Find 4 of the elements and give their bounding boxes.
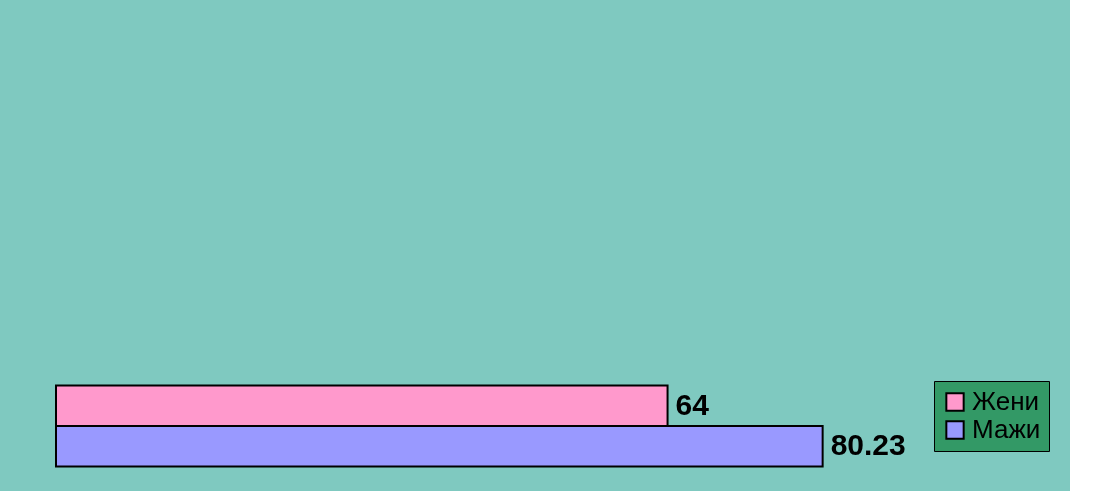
- legend-label: Мажи: [972, 414, 1041, 444]
- data-label: 64: [675, 387, 710, 421]
- legend-label: Жени: [972, 386, 1040, 416]
- data-label: 80.23: [830, 428, 906, 462]
